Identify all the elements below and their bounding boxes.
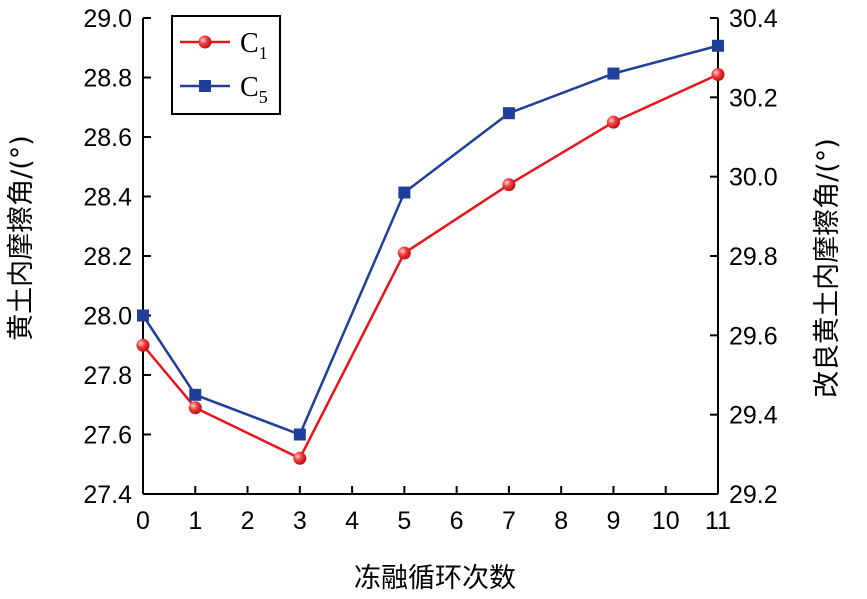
y-right-tick-label: 29.4 <box>729 402 778 430</box>
y-left-tick-label: 28.6 <box>83 124 132 152</box>
data-point-c1 <box>502 178 516 192</box>
y-left-tick-label: 28.0 <box>83 303 132 331</box>
data-point-c1 <box>136 338 150 352</box>
y-left-tick-label: 28.2 <box>83 243 132 271</box>
legend: C1 C5 <box>171 15 281 115</box>
data-point-c5 <box>712 39 724 52</box>
legend-marker-c5 <box>199 80 211 92</box>
x-tick-label: 2 <box>241 507 255 535</box>
series-layer <box>136 39 725 465</box>
legend-marker-c1 <box>198 35 212 49</box>
y-right-tick-label: 29.6 <box>729 322 778 350</box>
data-point-c1 <box>293 451 307 465</box>
y-left-tick-label: 29.0 <box>83 5 132 33</box>
svg-text:C1: C1 <box>240 28 268 63</box>
y-left-tick-label: 28.4 <box>83 184 132 212</box>
legend-label-c1: C <box>240 28 259 59</box>
x-tick-label: 8 <box>554 507 568 535</box>
x-tick-label: 4 <box>345 507 359 535</box>
series-line-c1 <box>142 73 719 460</box>
y-left-tick-label: 28.8 <box>83 65 132 93</box>
x-tick-label: 11 <box>705 507 731 535</box>
legend-box <box>171 15 281 115</box>
svg-text:C5: C5 <box>240 72 268 107</box>
data-point-c1 <box>397 246 411 260</box>
y-axis-left-title: 黄土内摩擦角/(°) <box>6 135 37 341</box>
x-tick-label: 10 <box>652 507 680 535</box>
data-point-c5 <box>398 186 411 199</box>
axes-group: 0 1 2 3 4 5 6 7 8 9 10 11 27.4 27.6 27.8 28.0 28.2 28.4 28… <box>83 5 777 535</box>
legend-item-c5: C5 <box>180 72 268 107</box>
data-point-c1 <box>711 68 725 82</box>
legend-sub-c1: 1 <box>259 43 268 63</box>
y-left-tick-label: 27.6 <box>83 422 132 450</box>
x-tick-label: 3 <box>293 507 307 535</box>
legend-sub-c5: 5 <box>259 87 268 107</box>
x-tick-label: 0 <box>136 507 150 535</box>
data-point-c5 <box>137 309 149 322</box>
data-point-c5 <box>607 67 620 80</box>
data-point-c1 <box>606 115 620 129</box>
legend-item-c1: C1 <box>180 28 268 63</box>
y-right-tick-label: 29.2 <box>729 481 778 509</box>
data-point-c5 <box>189 388 202 401</box>
x-tick-label: 6 <box>450 507 464 535</box>
legend-label-c5: C <box>240 72 259 103</box>
x-axis-title: 冻融循环次数 <box>354 563 516 594</box>
y-axis-right-title: 改良黄土内摩擦角/(°) <box>812 138 843 398</box>
x-tick-label: 9 <box>607 507 621 535</box>
x-tick-label: 1 <box>188 507 202 535</box>
x-tick-label: 7 <box>502 507 516 535</box>
y-right-tick-label: 29.8 <box>729 243 778 271</box>
y-left-tick-label: 27.4 <box>83 481 132 509</box>
data-point-c1 <box>188 401 202 415</box>
y-right-tick-label: 30.4 <box>729 5 778 33</box>
y-left-tick-label: 27.8 <box>83 362 132 390</box>
data-point-c5 <box>293 428 306 441</box>
y-right-tick-label: 30.2 <box>729 84 778 112</box>
x-tick-label: 5 <box>397 507 411 535</box>
y-right-tick-label: 30.0 <box>729 164 778 192</box>
data-point-c5 <box>502 107 515 120</box>
